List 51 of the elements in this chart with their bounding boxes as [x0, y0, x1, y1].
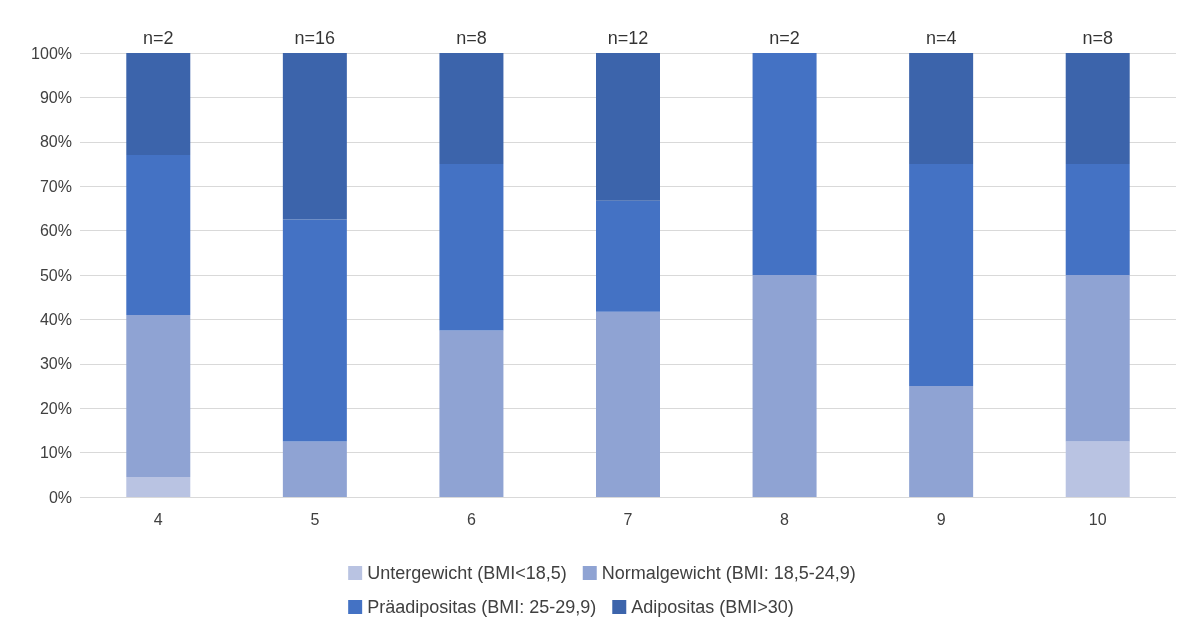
y-tick-label: 70%	[39, 177, 72, 195]
bar	[909, 53, 974, 164]
x-tick-label: 4	[153, 510, 163, 528]
annotation: n=2	[769, 28, 800, 48]
y-tick-label: 80%	[39, 133, 72, 151]
y-tick-label: 10%	[39, 444, 72, 462]
bar	[282, 219, 347, 442]
bar	[1065, 164, 1130, 275]
bar	[1065, 53, 1130, 164]
x-tick-label: 10	[1088, 510, 1107, 528]
bar	[126, 314, 191, 478]
y-tick-label: 50%	[39, 266, 72, 284]
y-tick-label: 20%	[39, 399, 72, 417]
x-tick-label: 6	[466, 510, 476, 528]
bar	[282, 53, 347, 220]
bar	[909, 386, 974, 497]
legend-label: Präadipositas (BMI: 25-29,9)	[367, 597, 597, 617]
annotation: n=8	[456, 28, 487, 48]
x-tick-label: 7	[623, 510, 633, 528]
bar	[126, 477, 191, 497]
x-tick-label: 8	[780, 510, 790, 528]
bar	[596, 200, 660, 312]
bar	[439, 53, 504, 164]
legend-label: Untergewicht (BMI<18,5)	[367, 563, 567, 583]
bar	[909, 164, 974, 386]
bar	[752, 53, 817, 275]
y-tick-label: 100%	[31, 44, 72, 62]
x-tick-label: 5	[310, 510, 320, 528]
legend-label: Normalgewicht (BMI: 18,5-24,9)	[601, 563, 856, 583]
bar	[596, 53, 660, 201]
bar	[282, 441, 347, 497]
bar	[439, 164, 504, 331]
bar	[1065, 441, 1130, 497]
y-tick-label: 30%	[39, 355, 72, 373]
legend-label: Adipositas (BMI>30)	[631, 597, 794, 617]
y-tick-label: 60%	[39, 222, 72, 240]
bar	[439, 330, 504, 497]
bar	[1065, 275, 1130, 442]
y-tick-label: 90%	[39, 88, 72, 106]
bar	[126, 155, 191, 315]
annotation: n=16	[294, 28, 336, 48]
annotation: n=2	[143, 28, 174, 48]
annotation: n=4	[925, 28, 957, 48]
y-tick-label: 0%	[48, 488, 72, 506]
annotation: n=8	[1082, 28, 1113, 48]
bar	[596, 311, 660, 497]
bar	[126, 53, 191, 156]
y-tick-label: 40%	[39, 310, 72, 328]
bar	[752, 275, 817, 497]
x-tick-label: 9	[936, 510, 946, 528]
annotation: n=12	[607, 28, 649, 48]
